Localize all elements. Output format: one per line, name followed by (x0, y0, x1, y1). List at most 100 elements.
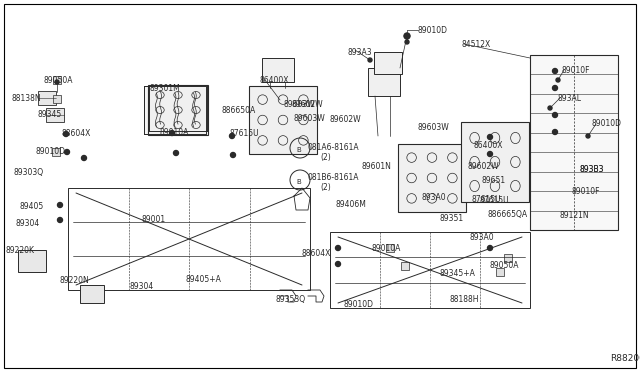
Text: 88138N: 88138N (12, 94, 42, 103)
Circle shape (552, 112, 557, 118)
Text: 89010D: 89010D (592, 119, 622, 128)
Circle shape (230, 134, 234, 138)
Text: 89220N: 89220N (60, 276, 90, 285)
Circle shape (173, 151, 179, 155)
Text: 886665QA: 886665QA (488, 210, 528, 219)
Bar (496, 268, 504, 276)
Circle shape (404, 33, 410, 39)
Circle shape (488, 151, 493, 157)
Text: 893A0: 893A0 (470, 233, 495, 242)
Bar (330, 232, 530, 308)
Circle shape (548, 106, 552, 110)
Text: 89351: 89351 (440, 214, 464, 223)
Circle shape (552, 68, 557, 74)
Text: 89010A: 89010A (160, 128, 189, 137)
Text: 89406M: 89406M (335, 200, 366, 209)
Text: B: B (296, 147, 301, 153)
Text: 893A0: 893A0 (422, 193, 447, 202)
Text: 89602W: 89602W (292, 100, 324, 109)
Text: 87615U: 87615U (479, 196, 509, 205)
Text: 893A3: 893A3 (348, 48, 372, 57)
Text: 893B3: 893B3 (580, 165, 605, 174)
Circle shape (63, 131, 68, 137)
Text: 89345: 89345 (38, 110, 62, 119)
Text: 081B6-8161A: 081B6-8161A (308, 173, 360, 182)
Circle shape (81, 155, 86, 160)
Bar (18, 250, 46, 272)
Text: 87615U: 87615U (230, 129, 260, 138)
Text: 081A6-8161A: 081A6-8161A (308, 143, 360, 152)
Text: 89010A: 89010A (372, 244, 401, 253)
Bar (46, 108, 64, 122)
Text: 89602W: 89602W (468, 162, 500, 171)
Text: B: B (296, 179, 301, 185)
Text: 89603W: 89603W (418, 123, 450, 132)
Text: 89353Q: 89353Q (276, 295, 306, 304)
Text: 89001: 89001 (142, 215, 166, 224)
Text: 89405: 89405 (20, 202, 44, 211)
Text: 89301M: 89301M (150, 84, 180, 93)
Text: 87615U: 87615U (472, 195, 502, 204)
Bar (504, 254, 512, 262)
Text: 88604X: 88604X (62, 129, 92, 138)
Circle shape (170, 131, 175, 135)
Text: 84512X: 84512X (462, 40, 492, 49)
Circle shape (335, 246, 340, 250)
Text: 89010F: 89010F (562, 66, 591, 75)
Bar (53, 76, 61, 84)
Text: 89010D: 89010D (36, 147, 66, 156)
Circle shape (368, 58, 372, 62)
Bar (461, 122, 529, 202)
Bar (80, 285, 104, 303)
Text: 89345+A: 89345+A (440, 269, 476, 278)
Text: 89603W: 89603W (283, 100, 315, 109)
Text: R8820031: R8820031 (610, 354, 640, 363)
Text: 88604X: 88604X (302, 249, 332, 258)
Text: 89050A: 89050A (44, 76, 74, 85)
Circle shape (58, 218, 63, 222)
Text: 89304: 89304 (130, 282, 154, 291)
Text: 886650A: 886650A (221, 106, 255, 115)
Bar (262, 58, 294, 82)
Bar (249, 86, 317, 154)
Text: 89121N: 89121N (560, 211, 589, 220)
Text: 86400X: 86400X (474, 141, 504, 150)
Circle shape (556, 78, 560, 82)
Text: 89050A: 89050A (490, 261, 520, 270)
Circle shape (55, 80, 59, 84)
Bar (530, 55, 618, 230)
Text: 89010D: 89010D (418, 26, 448, 35)
Text: 89010F: 89010F (572, 187, 600, 196)
Bar (398, 144, 466, 212)
Text: 88188H: 88188H (450, 295, 479, 304)
Circle shape (335, 262, 340, 266)
Bar (68, 188, 310, 290)
Bar (38, 91, 56, 105)
Circle shape (488, 135, 493, 140)
Circle shape (552, 86, 557, 90)
Text: 893AL: 893AL (557, 94, 581, 103)
Text: (2): (2) (320, 153, 331, 162)
Bar (368, 68, 400, 96)
Circle shape (552, 129, 557, 135)
Text: 89303Q: 89303Q (14, 168, 44, 177)
Bar (374, 52, 402, 74)
Text: 89603W: 89603W (294, 114, 326, 123)
Bar (401, 262, 409, 270)
Text: 89651: 89651 (482, 176, 506, 185)
Circle shape (230, 153, 236, 157)
Circle shape (488, 246, 493, 250)
Circle shape (586, 134, 590, 138)
Bar (53, 95, 61, 103)
Text: 89220K: 89220K (6, 246, 35, 255)
Circle shape (58, 202, 63, 208)
Bar (52, 148, 60, 156)
Bar (149, 85, 207, 131)
Bar (386, 244, 394, 252)
Text: 89405+A: 89405+A (186, 275, 222, 284)
Circle shape (405, 40, 409, 44)
Circle shape (65, 150, 70, 154)
Text: 89602W: 89602W (330, 115, 362, 124)
Text: 89601N: 89601N (362, 162, 392, 171)
Text: 893B3: 893B3 (580, 165, 605, 174)
